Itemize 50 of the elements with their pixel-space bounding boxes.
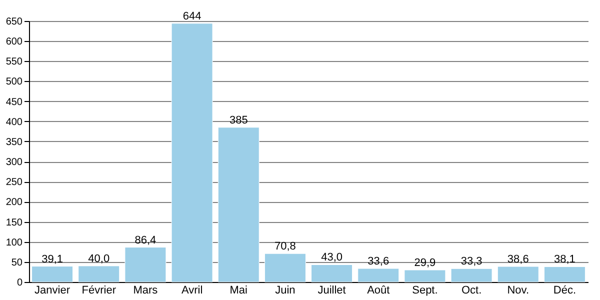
bar (311, 264, 353, 282)
data-label: 70,8 (274, 240, 296, 253)
data-label: 29,9 (414, 256, 436, 269)
data-label: 33,6 (368, 256, 390, 268)
y-tick-label: 450 (6, 96, 23, 108)
data-label: 33,3 (460, 256, 482, 268)
y-tick-label: 150 (6, 217, 23, 228)
data-label: 644 (182, 10, 202, 22)
data-label: 385 (229, 114, 248, 126)
bar (497, 266, 539, 282)
y-tick-label: 400 (6, 116, 23, 128)
x-tick-label: Avril (181, 284, 203, 296)
y-tick-label: 350 (6, 136, 23, 148)
x-tick-label: Mai (230, 284, 248, 296)
data-label: 39,1 (42, 253, 64, 266)
bar (358, 268, 400, 282)
bar (218, 127, 260, 282)
x-tick-label: Mars (133, 284, 158, 296)
x-tick-label: Février (82, 284, 116, 296)
y-tick-label: 600 (6, 36, 23, 48)
y-tick-label: 500 (6, 76, 23, 88)
x-tick-label: Juin (275, 284, 296, 296)
x-tick-label: Oct. (461, 284, 482, 296)
x-tick-label: Juillet (318, 284, 346, 296)
bar (544, 266, 586, 282)
bar (124, 247, 166, 282)
y-tick-label: 550 (6, 56, 23, 68)
x-tick-label: Janvier (34, 284, 70, 296)
bar (404, 270, 446, 282)
x-tick-label: Nov. (507, 284, 530, 296)
data-label: 40,0 (88, 252, 110, 265)
bar (450, 268, 492, 282)
bar (264, 253, 306, 282)
data-label: 38,6 (507, 254, 529, 266)
y-tick-label: 650 (6, 16, 23, 28)
data-label: 38,1 (554, 254, 576, 266)
x-tick-label: Août (367, 284, 390, 296)
y-tick-label: 200 (6, 197, 23, 208)
data-label: 43,0 (321, 252, 343, 264)
bar (78, 266, 120, 282)
y-tick-label: 0 (16, 278, 23, 288)
x-tick-label: Sept. (412, 284, 438, 296)
data-label: 86,4 (134, 234, 156, 246)
y-tick-label: 250 (6, 177, 23, 188)
y-tick-label: 300 (6, 157, 23, 168)
y-tick-label: 50 (11, 257, 23, 268)
bar (32, 266, 74, 282)
bar (171, 23, 213, 282)
x-tick-label: Déc. (553, 284, 576, 296)
y-tick-label: 100 (6, 237, 23, 248)
